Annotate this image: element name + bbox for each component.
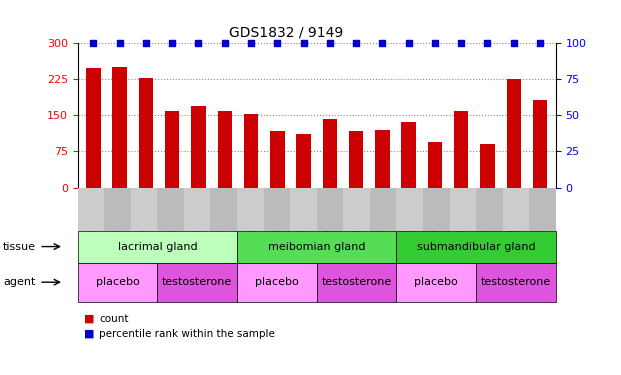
Bar xyxy=(454,111,468,188)
Point xyxy=(430,40,440,46)
Point xyxy=(509,40,519,46)
Text: testosterone: testosterone xyxy=(162,277,232,287)
Point xyxy=(115,40,125,46)
Point xyxy=(299,40,309,46)
Text: agent: agent xyxy=(3,277,35,287)
Text: testosterone: testosterone xyxy=(481,277,551,287)
Point xyxy=(194,40,204,46)
Text: ■: ■ xyxy=(84,329,94,339)
Text: ■: ■ xyxy=(84,314,94,324)
Bar xyxy=(244,114,258,188)
Bar xyxy=(349,131,363,188)
Text: GDS1832 / 9149: GDS1832 / 9149 xyxy=(229,26,343,39)
Bar xyxy=(296,134,310,188)
Point xyxy=(88,40,98,46)
Point xyxy=(404,40,414,46)
Bar xyxy=(217,111,232,188)
Bar xyxy=(507,79,521,188)
Point xyxy=(273,40,283,46)
Bar xyxy=(428,142,442,188)
Bar xyxy=(191,106,206,188)
Bar xyxy=(138,78,153,188)
Text: placebo: placebo xyxy=(255,277,299,287)
Point xyxy=(167,40,177,46)
Point xyxy=(456,40,466,46)
Point xyxy=(378,40,388,46)
Bar xyxy=(270,131,284,188)
Text: submandibular gland: submandibular gland xyxy=(417,242,535,252)
Text: meibomian gland: meibomian gland xyxy=(268,242,366,252)
Point xyxy=(535,40,545,46)
Point xyxy=(141,40,151,46)
Bar xyxy=(375,130,389,188)
Text: placebo: placebo xyxy=(96,277,139,287)
Text: percentile rank within the sample: percentile rank within the sample xyxy=(99,329,275,339)
Point xyxy=(246,40,256,46)
Bar xyxy=(401,122,416,188)
Bar xyxy=(480,144,495,188)
Text: count: count xyxy=(99,314,129,324)
Text: lacrimal gland: lacrimal gland xyxy=(117,242,197,252)
Point xyxy=(220,40,230,46)
Text: placebo: placebo xyxy=(414,277,458,287)
Point xyxy=(325,40,335,46)
Bar xyxy=(533,100,547,188)
Point xyxy=(483,40,492,46)
Bar xyxy=(112,67,127,188)
Text: testosterone: testosterone xyxy=(322,277,392,287)
Bar xyxy=(165,111,179,188)
Point xyxy=(351,40,361,46)
Bar xyxy=(323,119,337,188)
Text: tissue: tissue xyxy=(3,242,36,252)
Bar xyxy=(86,68,101,188)
